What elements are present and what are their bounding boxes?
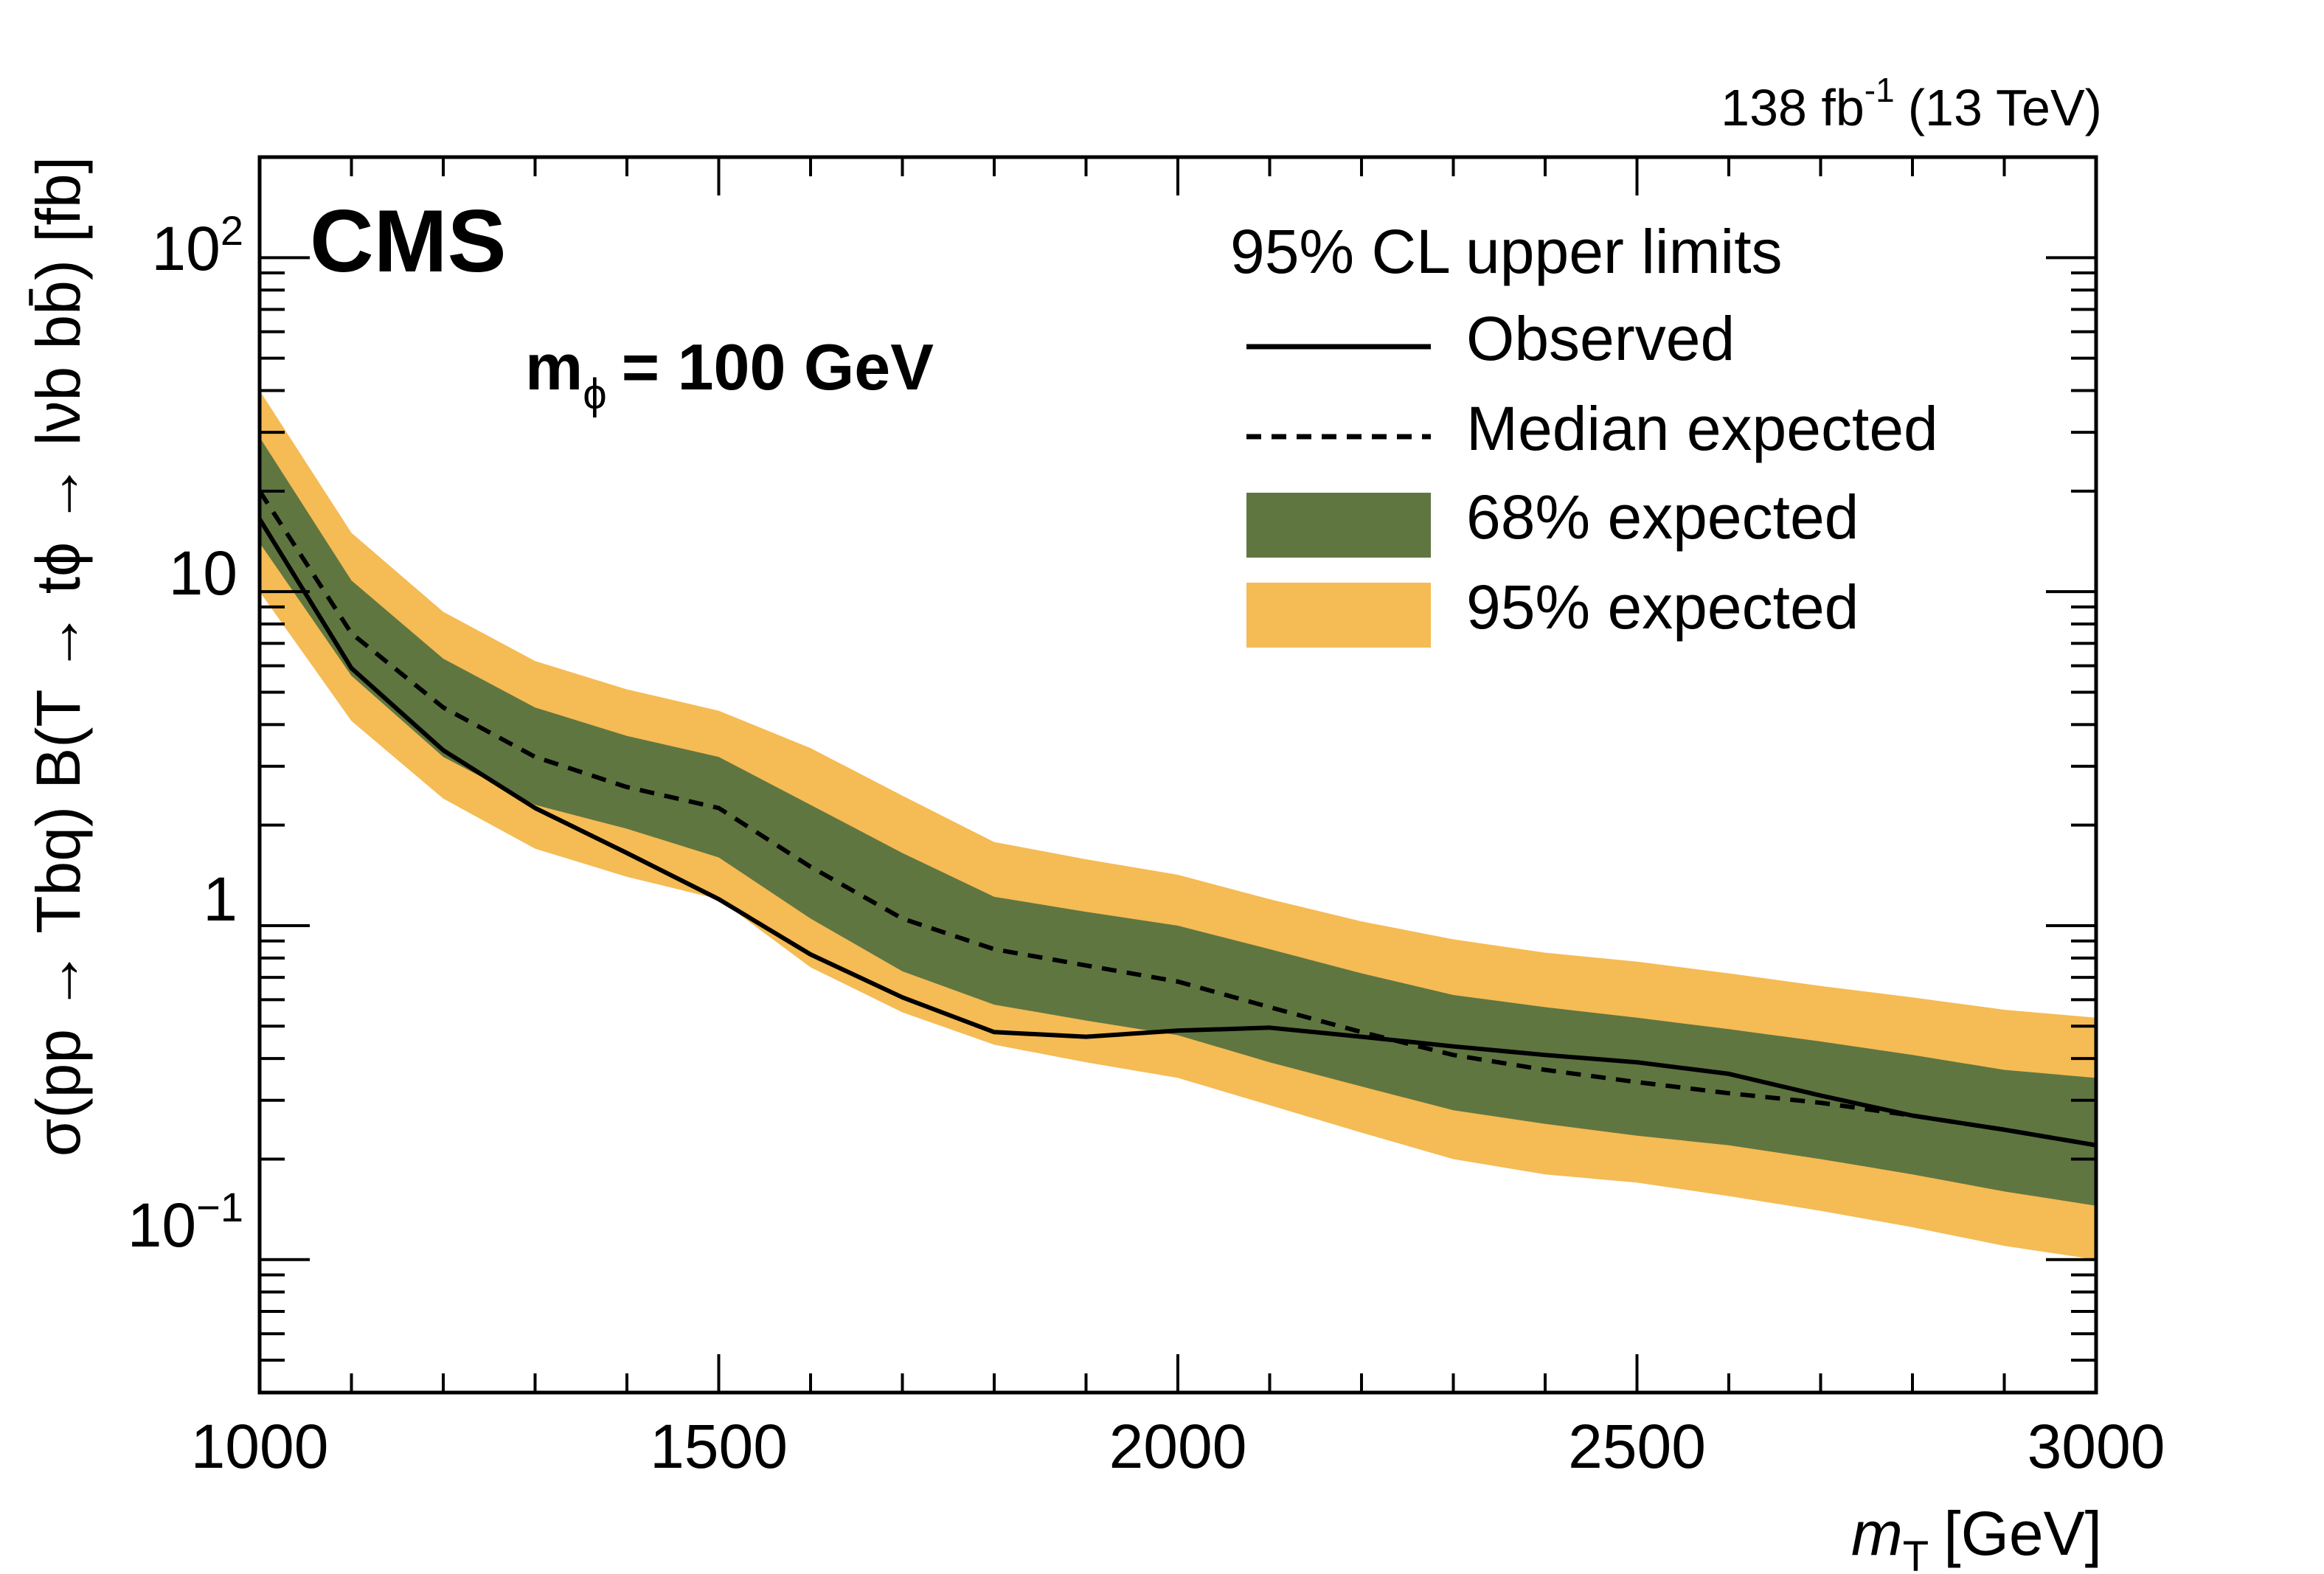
legend-95-label: 95% expected: [1466, 572, 1859, 642]
legend-median-label: Median expected: [1466, 394, 1938, 463]
y-tick-label-100: 102: [151, 207, 243, 283]
series-observed: [257, 518, 2097, 1148]
x-tick-label-1000: 1000: [191, 1412, 329, 1481]
series-median-expected: [257, 490, 2097, 1148]
x-tick-label-2500: 2500: [1568, 1412, 1706, 1481]
plot-area: [257, 390, 2097, 1260]
experiment-label: CMS: [310, 192, 507, 291]
x-axis-title: mT [GeV]: [1851, 1499, 2102, 1574]
y-tick-label-1: 1: [203, 864, 237, 934]
luminosity-label: 138 fb-1 (13 TeV): [1721, 71, 2102, 136]
legend-68-label: 68% expected: [1466, 482, 1859, 552]
y-tick-label-10: 10: [169, 538, 237, 608]
mass-label: mϕ = 100 GeV: [525, 330, 934, 418]
legend-observed-label: Observed: [1466, 304, 1735, 373]
x-tick-label-1500: 1500: [650, 1412, 788, 1481]
axis-ticks: [258, 156, 2098, 1394]
legend-95-swatch: [1246, 583, 1431, 648]
legend: 95% CL upper limits Observed Median expe…: [1230, 217, 1938, 648]
x-tick-label-2000: 2000: [1109, 1412, 1247, 1481]
band-68-expected: [260, 437, 2096, 1206]
y-tick-label-0.1: 10−1: [128, 1184, 243, 1260]
plot-frame: [257, 155, 2098, 1395]
legend-68-swatch: [1246, 493, 1431, 558]
y-axis-title: σ(pp → Tbq) B(T → tϕ → lνb bb̄) [fb]: [24, 156, 93, 1157]
legend-header: 95% CL upper limits: [1230, 217, 1783, 286]
x-tick-labels: 1000 1500 2000 2500 3000: [191, 1412, 2165, 1481]
x-tick-label-3000: 3000: [2028, 1412, 2165, 1481]
